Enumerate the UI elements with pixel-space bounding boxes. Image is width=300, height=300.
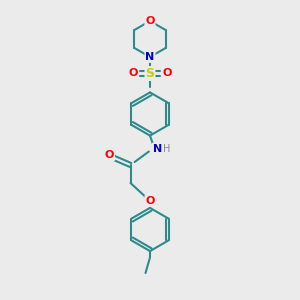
Text: O: O: [105, 150, 114, 160]
Text: O: O: [145, 196, 155, 206]
Text: O: O: [128, 68, 138, 79]
Text: H: H: [164, 143, 171, 154]
Text: O: O: [145, 16, 155, 26]
Text: N: N: [146, 52, 154, 62]
Text: N: N: [153, 143, 162, 154]
Text: S: S: [146, 67, 154, 80]
Text: O: O: [162, 68, 172, 79]
